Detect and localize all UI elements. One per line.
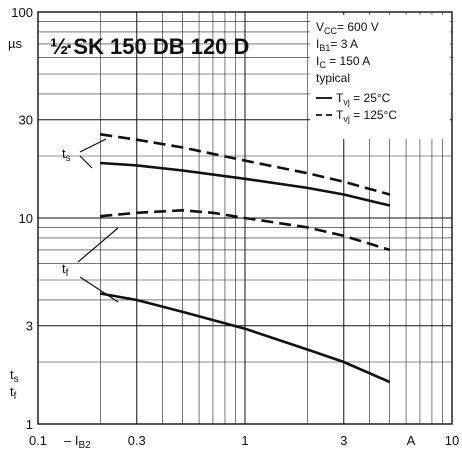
ts-leader-solid [79,155,93,169]
svg-text:tf: tf [62,261,69,279]
y-tick-label: 30 [19,113,33,128]
condition-line: VCC= 600 V [316,20,379,36]
curve-label-ts: ts [62,138,107,169]
series-line-tf-dashed [100,208,391,252]
x-tick-label: 1 [241,433,248,448]
series-line-tf-solid [100,292,391,384]
curve-label-tf: tf [62,227,119,303]
title-text: ·SK 150 DB 120 D [66,34,249,59]
y-tick-label: 3 [26,319,33,334]
legend-backdrop [310,15,450,139]
y-unit: µs [8,36,22,51]
ts-label-main: t [62,146,66,161]
x-ib2-label: – IB2 [64,433,91,451]
tf-leader-solid [79,276,119,303]
series [100,133,391,384]
condition-line: IC = 150 A [316,54,370,70]
tick-labels: 0.1 0.3 1 3 10 1 3 10 30 100 [11,5,459,448]
x-unit: A [407,433,416,448]
y-tick-label: 1 [26,417,33,432]
chart-title: ½ ·SK 150 DB 120 D [50,34,249,59]
svg-text:ts: ts [62,146,71,164]
condition-line: typical [316,71,350,85]
x-tick-label: 3 [340,433,347,448]
ts-label-sub: s [66,153,71,164]
title-fraction: ½ [50,34,68,59]
y-label-ts: ts [10,367,19,385]
ts-leader-dashed [79,138,107,153]
series-line-ts-solid [100,161,391,207]
series-line-ts-dashed [100,133,391,196]
legend-entry: Tvj = 25°C [336,91,391,107]
y-axis-labels: µs ts tf [8,36,22,402]
y-tick-label: 10 [19,211,33,226]
x-tick-label: 0.1 [29,433,47,448]
legend-entry: Tvj = 125°C [336,108,397,124]
tf-label-main: t [62,261,66,276]
tf-label-sub: f [66,268,69,279]
y-label-tf: tf [10,384,17,402]
plot-frame [37,11,453,425]
x-tick-label: 0.3 [128,433,146,448]
condition-line: IB1= 3 A [316,37,358,53]
x-tick-label: 10 [445,433,459,448]
y-tick-label: 100 [11,5,33,20]
x-axis-labels: – IB2 A [64,433,416,451]
tf-leader-dashed [77,227,119,263]
